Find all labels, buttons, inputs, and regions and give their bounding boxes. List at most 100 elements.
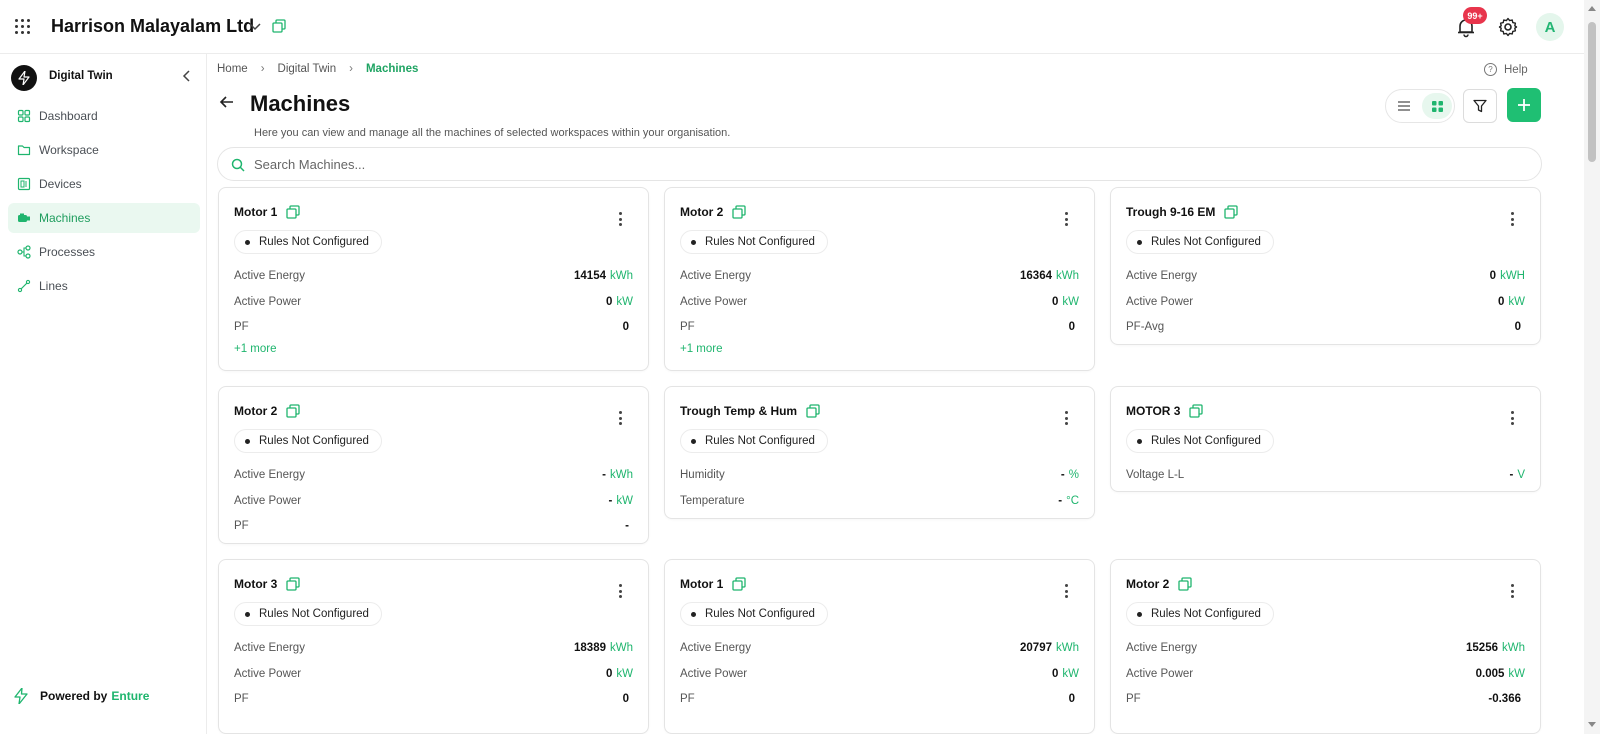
more-options-icon[interactable] [1065, 212, 1069, 226]
copy-icon[interactable] [732, 205, 746, 219]
metric-row: PF 0 [680, 686, 1079, 712]
machine-card[interactable]: Trough 9-16 EM Rules Not Configured Active… [1110, 187, 1541, 345]
metric-row: PF-Avg 0 [1126, 314, 1525, 340]
metric-row: Active Power 0 kW [680, 289, 1079, 315]
metric-unit: kWh [1056, 641, 1079, 654]
metric-unit: kWh [1056, 269, 1079, 282]
machine-card[interactable]: Motor 2 Rules Not Configured Active Energy… [218, 386, 649, 544]
search-icon [231, 158, 245, 172]
metric-unit: kW [616, 295, 633, 308]
collapse-sidebar-icon[interactable] [181, 69, 193, 83]
machine-card[interactable]: Motor 2 Rules Not Configured Active Energy… [1110, 559, 1541, 734]
help-link[interactable]: ? Help [1484, 63, 1528, 76]
chevron-right-icon: › [349, 63, 353, 75]
scroll-down-arrow[interactable] [1588, 722, 1596, 727]
scroll-up-arrow[interactable] [1588, 6, 1596, 11]
machine-card[interactable]: MOTOR 3 Rules Not Configured Voltage L-L - V [1110, 386, 1541, 492]
copy-icon[interactable] [286, 577, 300, 591]
more-options-icon[interactable] [1511, 411, 1515, 425]
metric-value: 0 [1497, 295, 1505, 308]
machine-card[interactable]: Motor 1 Rules Not Configured Active Energy… [664, 559, 1095, 734]
machine-name[interactable]: Motor 2 [234, 404, 278, 418]
copy-icon[interactable] [1178, 577, 1192, 591]
more-options-icon[interactable] [619, 584, 623, 598]
more-options-icon[interactable] [1511, 212, 1515, 226]
metric-value: 18389 [574, 641, 606, 654]
copy-icon[interactable] [806, 404, 820, 418]
filter-button[interactable] [1463, 89, 1497, 123]
machine-card[interactable]: Trough Temp & Hum Rules Not Configured Hum… [664, 386, 1095, 519]
metric-label: Active Power [234, 494, 302, 507]
machine-card[interactable]: Motor 2 Rules Not Configured Active Energy… [664, 187, 1095, 371]
search-input[interactable] [254, 148, 1524, 180]
metric-label: PF-Avg [1126, 321, 1165, 334]
more-options-icon[interactable] [1511, 584, 1515, 598]
metric-unit: kWH [1500, 269, 1525, 282]
sidebar-item-processes[interactable]: Processes [8, 237, 200, 267]
machine-name[interactable]: Trough 9-16 EM [1126, 205, 1216, 219]
organisation-name[interactable]: Harrison Malayalam Ltd [51, 16, 255, 36]
powered-by-brand[interactable]: Enture [111, 689, 150, 703]
copy-icon[interactable] [286, 404, 300, 418]
back-arrow-icon[interactable] [219, 94, 235, 110]
machine-name[interactable]: Motor 1 [680, 577, 724, 591]
machine-card[interactable]: Motor 3 Rules Not Configured Active Energy… [218, 559, 649, 734]
metric-label: Active Energy [234, 269, 305, 282]
more-options-icon[interactable] [619, 411, 623, 425]
more-options-icon[interactable] [1065, 411, 1069, 425]
settings-gear-icon[interactable] [1498, 17, 1518, 37]
machine-name[interactable]: Trough Temp & Hum [680, 404, 798, 418]
grid-view-button[interactable] [1422, 93, 1452, 119]
metric-row: Active Power 0 kW [234, 289, 633, 315]
scroll-thumb[interactable] [1588, 22, 1596, 162]
metric-list: Active Energy 20797 kWh Active Power 0 kW PF 0 [680, 635, 1079, 712]
metric-row: Active Power 0.005 kW [1126, 661, 1525, 687]
app-launcher-icon[interactable] [15, 19, 31, 35]
metric-label: Active Energy [1126, 641, 1197, 654]
add-machine-button[interactable] [1507, 88, 1541, 122]
list-view-button[interactable] [1389, 93, 1419, 119]
more-metrics-link[interactable]: +1 more [680, 343, 723, 356]
machine-name[interactable]: Motor 2 [680, 205, 724, 219]
user-avatar[interactable]: A [1536, 13, 1564, 41]
breadcrumb-current: Machines [365, 63, 419, 75]
sidebar-item-dashboard[interactable]: Dashboard [8, 101, 200, 131]
machine-name[interactable]: MOTOR 3 [1126, 404, 1181, 418]
copy-icon[interactable] [1224, 205, 1238, 219]
sidebar-item-label: Dashboard [39, 109, 98, 123]
chevron-down-icon[interactable] [248, 19, 262, 33]
copy-icon[interactable] [272, 19, 286, 33]
metric-value: 0 [622, 693, 629, 706]
copy-icon[interactable] [1189, 404, 1203, 418]
metric-label: Temperature [680, 494, 745, 507]
copy-icon[interactable] [732, 577, 746, 591]
scrollbar[interactable] [1584, 0, 1600, 734]
more-metrics-link[interactable]: +1 more [234, 343, 277, 356]
metric-list: Humidity -% Temperature - °C [680, 462, 1079, 513]
metric-value: 0 [605, 295, 613, 308]
metric-label: PF [234, 520, 249, 533]
metric-list: Active Energy 0 kWH Active Power 0 kW PF-Avg 0 [1126, 263, 1525, 340]
sidebar-item-machines[interactable]: Machines [8, 203, 200, 233]
breadcrumb-home[interactable]: Home [217, 63, 248, 75]
sidebar-item-label: Lines [39, 279, 68, 293]
more-options-icon[interactable] [1065, 584, 1069, 598]
more-options-icon[interactable] [619, 212, 623, 226]
machine-card[interactable]: Motor 1 Rules Not Configured Active Energy… [218, 187, 649, 371]
metric-unit: kW [1508, 667, 1525, 680]
machine-name[interactable]: Motor 3 [234, 577, 278, 591]
list-icon [1398, 101, 1410, 111]
copy-icon[interactable] [286, 205, 300, 219]
sidebar-item-workspace[interactable]: Workspace [8, 135, 200, 165]
metric-label: PF [234, 321, 249, 334]
metric-row: Active Energy 20797 kWh [680, 635, 1079, 661]
machine-name[interactable]: Motor 2 [1126, 577, 1170, 591]
metric-label: Humidity [680, 468, 725, 481]
metric-row: Active Energy - kWh [234, 462, 633, 488]
sidebar-item-lines[interactable]: Lines [8, 271, 200, 301]
status-badge: Rules Not Configured [680, 429, 828, 453]
metric-row: Active Energy 14154 kWh [234, 263, 633, 289]
machine-name[interactable]: Motor 1 [234, 205, 278, 219]
breadcrumb-digital-twin[interactable]: Digital Twin [277, 63, 337, 75]
sidebar-item-devices[interactable]: Devices [8, 169, 200, 199]
